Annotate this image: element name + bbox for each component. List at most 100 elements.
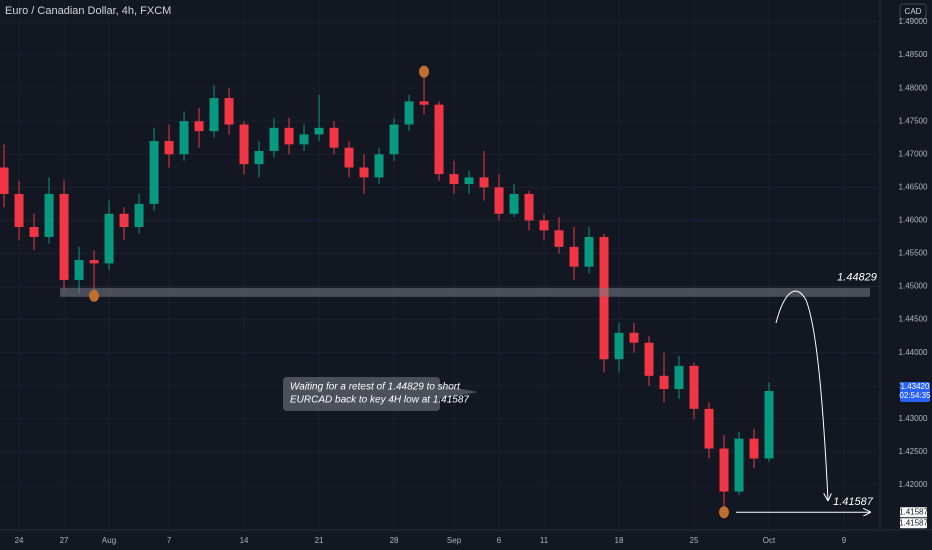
candle-body xyxy=(674,365,684,390)
y-tick-label: 1.43000 xyxy=(899,414,928,423)
candle-body xyxy=(254,150,264,165)
level-price-box xyxy=(900,507,927,518)
x-tick-label: 21 xyxy=(315,536,324,545)
candle-body xyxy=(14,193,24,228)
chart-title: Euro / Canadian Dollar, 4h, FXCM xyxy=(5,5,171,17)
currency-label: CAD xyxy=(905,7,922,16)
candle-body xyxy=(584,236,594,267)
candle-body xyxy=(134,203,144,228)
y-tick-label: 1.46500 xyxy=(899,182,928,191)
x-tick-label: Oct xyxy=(763,536,776,545)
candle-body xyxy=(119,213,129,228)
candle-body xyxy=(284,127,294,145)
candle-body xyxy=(104,213,114,264)
level-price-label: 1.41587 xyxy=(899,507,928,516)
candle-body xyxy=(494,187,504,214)
candle-body xyxy=(704,408,714,449)
x-tick-label: 18 xyxy=(615,536,624,545)
level-label: 1.44829 xyxy=(837,272,877,284)
candle-body xyxy=(239,124,249,165)
swing-marker xyxy=(719,506,730,519)
callout-box xyxy=(283,377,478,411)
candle-body xyxy=(599,236,609,360)
level-price-box xyxy=(900,518,927,529)
x-tick-label: Sep xyxy=(447,536,462,545)
candle-body xyxy=(524,193,534,221)
y-tick-label: 1.48500 xyxy=(899,50,928,59)
candle-body xyxy=(689,365,699,409)
candle-body xyxy=(164,141,174,155)
candle-body xyxy=(224,98,234,125)
candle-body xyxy=(719,448,729,492)
candle-body xyxy=(329,127,339,148)
candles xyxy=(0,71,774,513)
candle-body xyxy=(29,227,39,237)
y-tick-label: 1.47000 xyxy=(899,149,928,158)
candle-body xyxy=(569,246,579,267)
candle-body xyxy=(149,141,159,204)
y-tick-label: 1.49000 xyxy=(899,17,928,26)
candle-body xyxy=(359,167,369,178)
candle-body xyxy=(74,260,84,280)
candle-body xyxy=(434,104,444,175)
y-tick-label: 1.44000 xyxy=(899,348,928,357)
x-tick-label: 27 xyxy=(60,536,69,545)
candle-body xyxy=(314,127,324,135)
candle-body xyxy=(44,193,54,237)
candle-body xyxy=(209,98,219,132)
projection-arrow xyxy=(775,290,828,500)
x-tick-label: 24 xyxy=(15,536,24,545)
candle-body xyxy=(479,177,489,188)
y-tick-label: 1.45500 xyxy=(899,249,928,258)
candle-body xyxy=(509,193,519,214)
last-price-label: 1.43420 xyxy=(901,382,930,391)
candle-body xyxy=(614,332,624,360)
candle-body xyxy=(269,127,279,151)
candle-body xyxy=(629,332,639,343)
candle-body xyxy=(554,230,564,247)
candle-body xyxy=(374,154,384,178)
y-tick-label: 1.42500 xyxy=(899,447,928,456)
candle-body xyxy=(419,101,429,105)
x-tick-label: 14 xyxy=(240,536,249,545)
candle-body xyxy=(764,391,774,459)
level-price-label: 1.41587 xyxy=(899,518,928,527)
callout-text: EURCAD back to key 4H low at 1.41587 xyxy=(290,395,469,406)
callout-text: Waiting for a retest of 1.44829 to short xyxy=(290,382,461,393)
candle-body xyxy=(659,375,669,390)
candle-body xyxy=(449,174,459,185)
drawings: 1.44829 1.41587 Waiting for a retest of 1.… xyxy=(60,65,877,519)
swing-marker xyxy=(89,289,100,302)
swing-marker xyxy=(419,65,430,78)
candle-body xyxy=(89,260,99,264)
candle-body xyxy=(644,342,654,376)
currency-button[interactable] xyxy=(899,3,927,20)
candle-body xyxy=(749,438,759,459)
y-tick-label: 1.48000 xyxy=(899,83,928,92)
resistance-zone xyxy=(60,287,870,297)
y-tick-label: 1.44500 xyxy=(899,315,928,324)
x-tick-label: 9 xyxy=(842,536,847,545)
x-tick-label: 11 xyxy=(540,536,549,545)
countdown: 02:54:35 xyxy=(899,391,931,400)
last-price-box xyxy=(900,382,930,403)
candle-body xyxy=(299,134,309,145)
x-tick-label: 25 xyxy=(690,536,699,545)
candle-body xyxy=(344,147,354,168)
candle-body xyxy=(539,220,549,231)
candle-body xyxy=(734,438,744,492)
x-tick-label: Aug xyxy=(102,536,116,545)
x-tick-label: 6 xyxy=(497,536,502,545)
candle-body xyxy=(194,121,204,132)
candle-body xyxy=(179,121,189,155)
y-tick-label: 1.47500 xyxy=(899,116,928,125)
x-tick-label: 28 xyxy=(390,536,399,545)
candle-body xyxy=(59,193,69,280)
candle-body xyxy=(464,177,474,185)
level-label: 1.41587 xyxy=(833,496,874,508)
y-tick-label: 1.45000 xyxy=(899,282,928,291)
y-tick-label: 1.42000 xyxy=(899,480,928,489)
candle-body xyxy=(404,101,414,125)
